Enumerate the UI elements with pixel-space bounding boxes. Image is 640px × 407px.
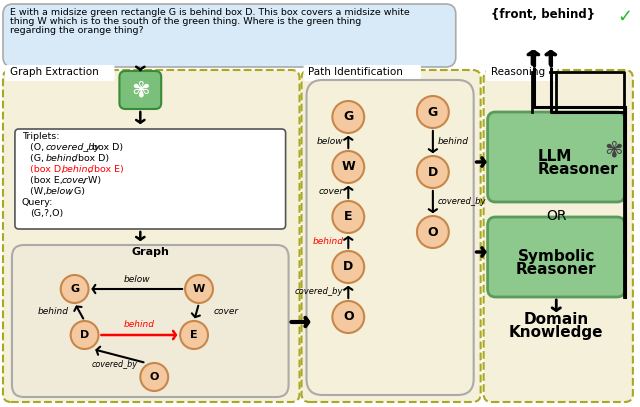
Text: behind: behind [46,154,78,163]
Text: cover: cover [318,188,343,197]
Text: below: below [317,138,343,147]
FancyBboxPatch shape [5,65,115,81]
Text: G: G [343,110,353,123]
Text: cover: cover [61,176,88,185]
Text: W: W [193,284,205,294]
Text: D: D [343,260,353,274]
FancyBboxPatch shape [120,71,161,109]
Circle shape [417,156,449,188]
Text: Graph: Graph [131,247,169,257]
FancyBboxPatch shape [307,80,474,395]
FancyBboxPatch shape [484,70,633,402]
Text: Query:: Query: [22,198,53,207]
Circle shape [61,275,88,303]
FancyBboxPatch shape [301,70,481,402]
Text: Graph Extraction: Graph Extraction [10,67,99,77]
FancyBboxPatch shape [15,129,285,229]
Circle shape [417,96,449,128]
Text: D: D [428,166,438,179]
Text: W: W [341,160,355,173]
Text: ✾: ✾ [605,140,623,160]
Text: ✓: ✓ [617,8,632,26]
FancyBboxPatch shape [12,245,289,397]
Text: Domain: Domain [524,312,589,327]
Circle shape [140,363,168,391]
Text: , box E): , box E) [88,165,124,174]
Text: regarding the orange thing?: regarding the orange thing? [10,26,143,35]
Text: O: O [150,372,159,382]
Text: Reasoner: Reasoner [516,262,596,277]
Text: O: O [343,311,354,324]
Text: Triplets:: Triplets: [22,132,60,141]
Text: G: G [428,105,438,118]
Text: E with a midsize green rectangle G is behind box D. This box covers a midsize wh: E with a midsize green rectangle G is be… [10,8,410,17]
Circle shape [417,216,449,248]
Text: Knowledge: Knowledge [509,325,604,340]
Text: E: E [190,330,198,340]
Circle shape [180,321,208,349]
Text: cover: cover [214,308,239,317]
Text: Reasoner: Reasoner [538,162,618,177]
Text: (G,?,O): (G,?,O) [30,209,63,218]
Text: (box E,: (box E, [30,176,66,185]
Circle shape [332,301,364,333]
Text: covered_by: covered_by [295,287,343,297]
Text: G: G [70,284,79,294]
Text: , G): , G) [68,187,84,196]
Text: behind: behind [61,165,94,174]
Text: LLM: LLM [538,149,572,164]
Text: O: O [428,225,438,239]
Circle shape [332,201,364,233]
Text: covered_by: covered_by [46,143,100,152]
FancyBboxPatch shape [486,65,557,81]
FancyBboxPatch shape [3,4,456,67]
FancyBboxPatch shape [303,65,421,81]
Text: behind: behind [37,308,68,317]
Circle shape [332,151,364,183]
Text: Path Identification: Path Identification [308,67,403,77]
Text: Symbolic: Symbolic [518,249,595,264]
Text: , W): , W) [81,176,100,185]
Text: (G,: (G, [30,154,47,163]
Text: below: below [124,275,150,284]
Text: , box D): , box D) [72,154,109,163]
Text: E: E [344,210,353,223]
FancyBboxPatch shape [488,112,625,202]
Text: thing W which is to the south of the green thing. Where is the green thing: thing W which is to the south of the gre… [10,17,361,26]
Text: (W,: (W, [30,187,49,196]
Circle shape [332,251,364,283]
Text: D: D [80,330,89,340]
Text: behind: behind [312,238,343,247]
Text: Reasoning: Reasoning [491,67,545,77]
Circle shape [70,321,99,349]
Text: covered_by: covered_by [92,360,138,369]
Text: covered_by: covered_by [438,197,486,206]
Text: , box D): , box D) [86,143,123,152]
Text: below: below [46,187,74,196]
Text: (O,: (O, [30,143,47,152]
Text: OR: OR [546,209,566,223]
FancyBboxPatch shape [488,217,625,297]
Text: ✾: ✾ [131,80,150,100]
FancyBboxPatch shape [3,70,300,402]
Text: {front, behind}: {front, behind} [491,8,595,21]
Text: behind: behind [438,138,469,147]
Text: behind: behind [124,320,155,329]
Circle shape [332,101,364,133]
Text: (box D,: (box D, [30,165,67,174]
Circle shape [185,275,213,303]
